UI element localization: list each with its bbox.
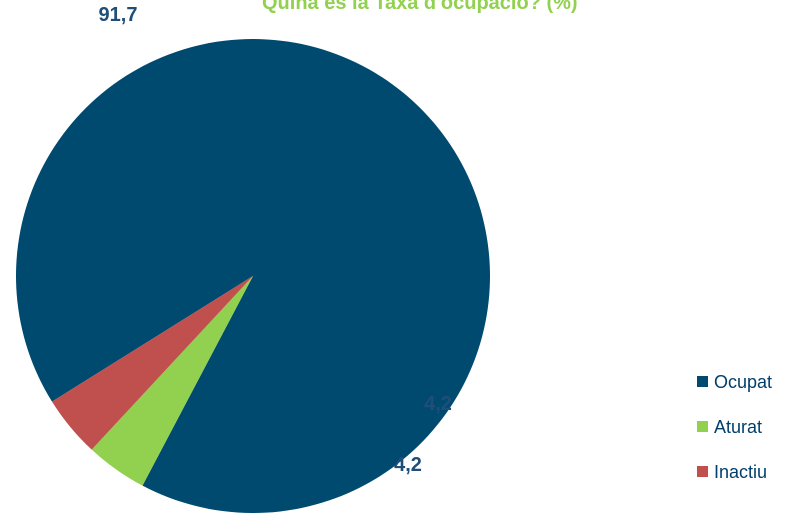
data-label-aturat: 4,2 bbox=[424, 393, 452, 415]
legend-swatch-ocupat bbox=[697, 376, 708, 387]
legend-label-inactiu: Inactiu bbox=[714, 462, 768, 482]
data-label-inactiu: 4,2 bbox=[394, 454, 422, 476]
chart-title: Quina és la Taxa d'ocupació? (%) bbox=[262, 0, 578, 14]
legend-label-ocupat: Ocupat bbox=[714, 372, 773, 392]
legend-swatch-inactiu bbox=[697, 466, 708, 477]
pie-slice-inactiu bbox=[52, 276, 253, 450]
legend-item-ocupat: Ocupat bbox=[697, 372, 772, 392]
legend: Ocupat Aturat Inactiu bbox=[697, 372, 772, 507]
legend-label-aturat: Aturat bbox=[714, 417, 763, 437]
pie-slice-aturat bbox=[91, 276, 253, 486]
legend-item-inactiu: Inactiu bbox=[697, 462, 772, 482]
pie-slice-ocupat bbox=[16, 38, 491, 513]
legend-swatch-aturat bbox=[697, 421, 708, 432]
pie-data-labels: 91,7 4,2 4,2 bbox=[99, 4, 452, 476]
pie-slices bbox=[16, 38, 491, 513]
legend-item-aturat: Aturat bbox=[697, 417, 772, 437]
data-label-ocupat: 91,7 bbox=[99, 4, 138, 26]
